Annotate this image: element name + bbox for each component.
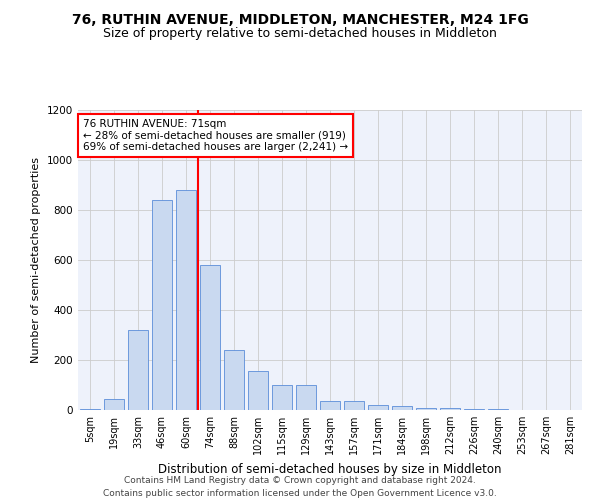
X-axis label: Distribution of semi-detached houses by size in Middleton: Distribution of semi-detached houses by … <box>158 462 502 475</box>
Text: 76 RUTHIN AVENUE: 71sqm
← 28% of semi-detached houses are smaller (919)
69% of s: 76 RUTHIN AVENUE: 71sqm ← 28% of semi-de… <box>83 119 348 152</box>
Bar <box>368 405 388 410</box>
Bar <box>320 401 340 410</box>
Bar <box>152 200 172 410</box>
Bar <box>416 408 436 410</box>
Bar <box>464 409 484 410</box>
Bar <box>272 385 292 410</box>
Bar <box>104 399 124 410</box>
Bar <box>440 408 460 410</box>
Bar <box>248 371 268 410</box>
Bar <box>80 409 100 410</box>
Bar <box>296 385 316 410</box>
Y-axis label: Number of semi-detached properties: Number of semi-detached properties <box>31 157 41 363</box>
Text: Size of property relative to semi-detached houses in Middleton: Size of property relative to semi-detach… <box>103 28 497 40</box>
Bar <box>344 401 364 410</box>
Bar <box>224 350 244 410</box>
Bar <box>392 406 412 410</box>
Bar <box>488 409 508 410</box>
Bar <box>200 265 220 410</box>
Text: Contains HM Land Registry data © Crown copyright and database right 2024.
Contai: Contains HM Land Registry data © Crown c… <box>103 476 497 498</box>
Bar <box>176 190 196 410</box>
Bar <box>128 330 148 410</box>
Text: 76, RUTHIN AVENUE, MIDDLETON, MANCHESTER, M24 1FG: 76, RUTHIN AVENUE, MIDDLETON, MANCHESTER… <box>71 12 529 26</box>
